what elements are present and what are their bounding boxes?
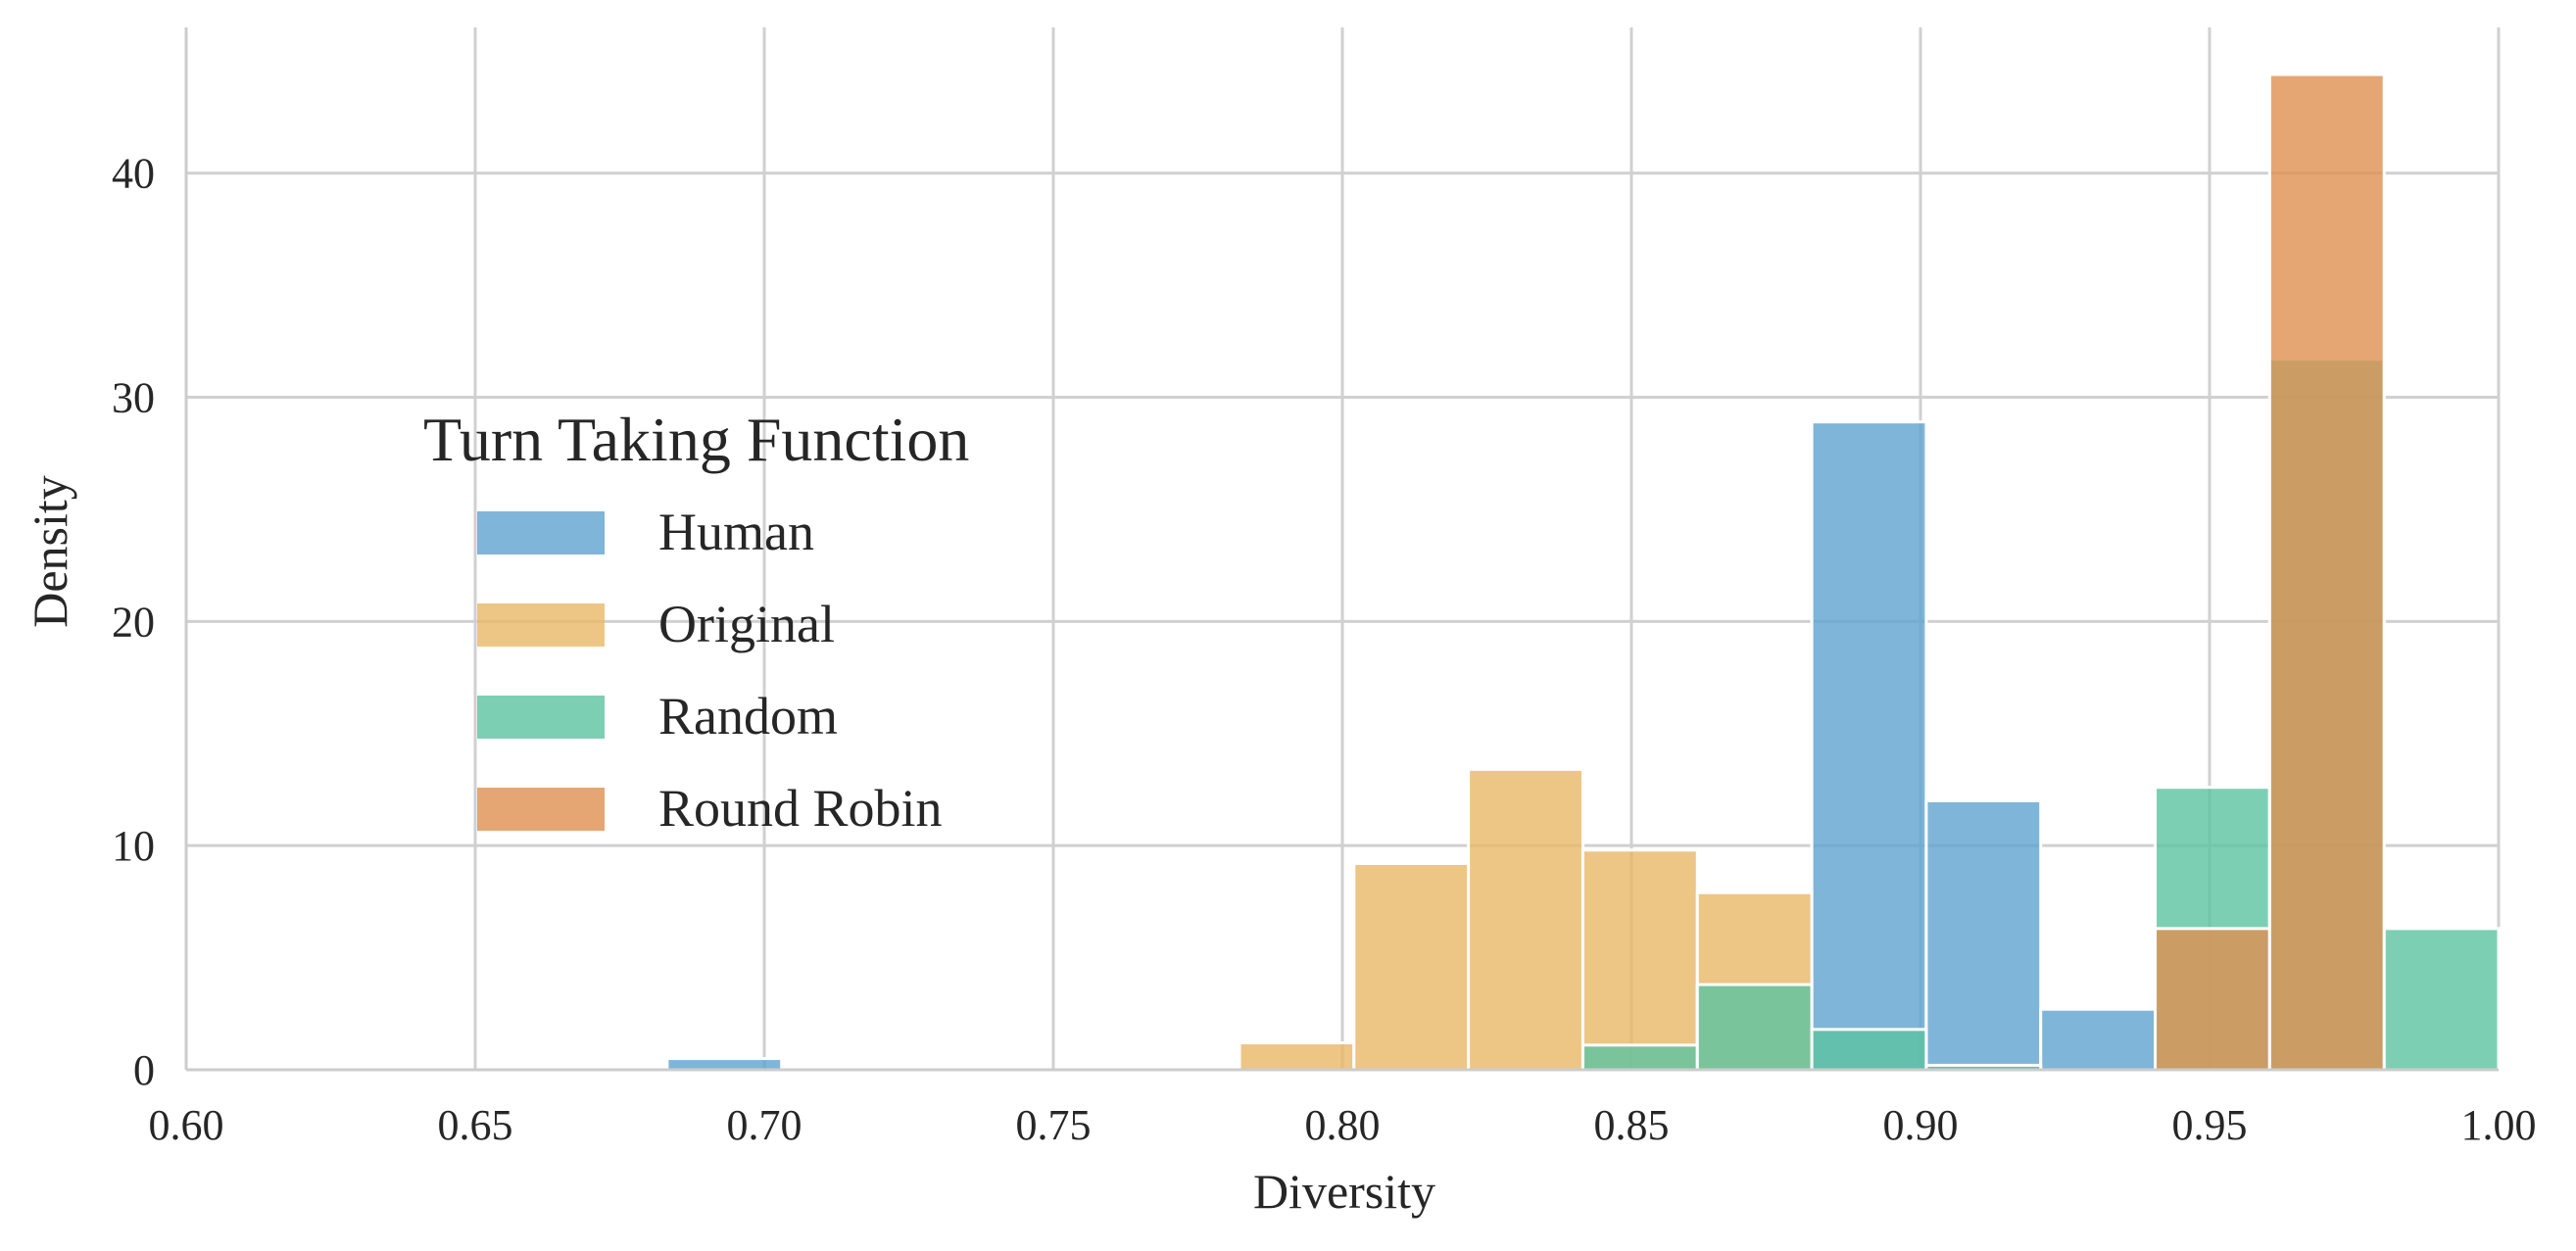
bar-round-robin: [2154, 927, 2271, 1072]
y-tick-label: 40: [112, 150, 155, 198]
bar-human: [2039, 1007, 2158, 1072]
x-tick-label: 0.90: [1883, 1101, 1959, 1149]
bar-human: [1810, 420, 1928, 1072]
x-tick-label: 0.65: [438, 1101, 513, 1149]
legend-swatch-random: [477, 696, 605, 739]
bar-random: [1695, 983, 1814, 1072]
bar-random: [1580, 1043, 1699, 1072]
x-axis-title: Diversity: [1253, 1164, 1435, 1219]
bar-human: [665, 1057, 784, 1072]
x-tick-label: 0.80: [1305, 1101, 1381, 1149]
legend-title: Turn Taking Function: [423, 405, 969, 474]
x-tick-label: 0.70: [727, 1101, 802, 1149]
legend-label: Round Robin: [658, 779, 943, 838]
y-tick-label: 30: [112, 374, 155, 422]
y-tick-label: 20: [112, 598, 155, 646]
legend: Turn Taking Function Human Original Random…: [423, 405, 969, 838]
axis-spines: [184, 27, 2499, 1072]
legend-label: Original: [658, 595, 835, 653]
bar-original: [1467, 767, 1584, 1072]
bar-original: [1580, 848, 1699, 1072]
legend-label: Random: [658, 687, 838, 746]
x-tick-label: 0.85: [1594, 1101, 1670, 1149]
bar-random: [2382, 927, 2501, 1072]
x-tick-label: 0.95: [2172, 1101, 2248, 1149]
legend-swatch-round-robin: [477, 788, 605, 831]
y-tick-labels: 0 10 20 30 40: [112, 150, 155, 1094]
bar-human: [1924, 798, 2043, 1072]
series-human: [665, 420, 2158, 1072]
bar-original: [1352, 861, 1471, 1072]
bar-original: [1238, 1041, 1356, 1072]
y-tick-label: 0: [133, 1046, 155, 1094]
x-tick-label: 0.60: [149, 1101, 224, 1149]
x-tick-labels: 0.60 0.65 0.70 0.75 0.80 0.85 0.90 0.95 1.00: [149, 1101, 2537, 1149]
histogram-bars: [665, 72, 2501, 1072]
legend-swatch-human: [477, 511, 605, 554]
bar-random: [1810, 1028, 1928, 1072]
x-tick-label: 0.75: [1016, 1101, 1092, 1149]
y-tick-label: 10: [112, 822, 155, 870]
legend-swatch-original: [477, 603, 605, 647]
legend-label: Human: [658, 503, 814, 561]
x-gridlines: [184, 27, 2501, 1070]
series-round-robin: [2154, 72, 2386, 1072]
x-tick-label: 1.00: [2461, 1101, 2537, 1149]
bar-round-robin: [2267, 72, 2386, 1072]
y-axis-title: Density: [23, 475, 77, 628]
